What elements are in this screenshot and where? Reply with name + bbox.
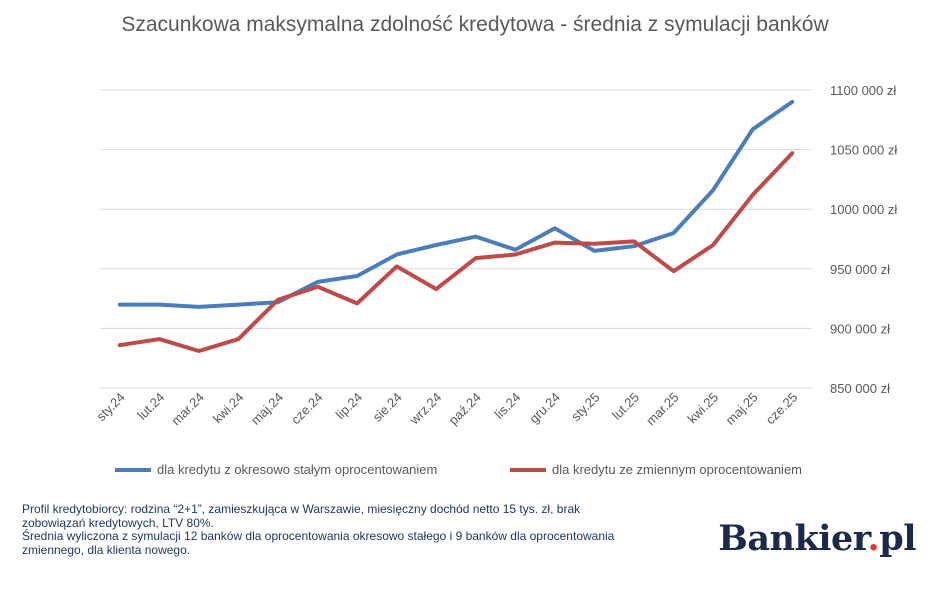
x-tick-label: kwi.24 bbox=[210, 390, 247, 427]
series-line-variable-rate bbox=[117, 151, 795, 353]
x-tick-label: gru.24 bbox=[526, 390, 563, 427]
x-tick-label: maj.24 bbox=[248, 390, 286, 428]
methodology-note: Profil kredytobiorcy: rodzina “2+1”, zam… bbox=[22, 502, 622, 557]
note-line-profile: Profil kredytobiorcy: rodzina “2+1”, zam… bbox=[22, 502, 581, 530]
y-tick-label: 900 000 zł bbox=[830, 321, 890, 336]
legend-swatch-variable bbox=[510, 467, 546, 472]
x-tick-label: lip.24 bbox=[333, 390, 366, 423]
x-tick-label: paź.24 bbox=[446, 390, 484, 428]
legend-label-fixed: dla kredytu z okresowo stałym oprocentow… bbox=[157, 462, 438, 477]
x-tick-label: lut.25 bbox=[609, 390, 642, 423]
x-tick-label: cze.24 bbox=[288, 390, 326, 428]
legend-swatch-fixed bbox=[115, 467, 151, 472]
y-tick-label: 1000 000 zł bbox=[830, 202, 897, 217]
x-axis-ticks: sty.24 lut.24 mar.24 kwi.24 maj.24 cze.24 lip.… bbox=[93, 390, 800, 429]
series-line-fixed-rate bbox=[117, 99, 795, 309]
x-tick-label: kwi.25 bbox=[685, 390, 722, 427]
x-tick-label: maj.25 bbox=[723, 390, 761, 428]
x-tick-label: mar.24 bbox=[168, 390, 207, 429]
x-tick-label: lis.24 bbox=[491, 390, 523, 422]
x-tick-label: cze.25 bbox=[763, 390, 801, 428]
legend-item-fixed-rate: dla kredytu z okresowo stałym oprocentow… bbox=[115, 462, 437, 477]
logo-dot: . bbox=[867, 518, 880, 559]
legend-label-variable: dla kredytu ze zmiennym oprocentowaniem bbox=[552, 462, 803, 477]
logo-text: Bankier bbox=[718, 518, 868, 559]
y-tick-label: 1050 000 zł bbox=[830, 143, 897, 158]
y-axis-ticks: 850 000 zł 900 000 zł 950 000 zł 1000 000 z… bbox=[830, 83, 897, 396]
chart-title: Szacunkowa maksymalna zdolność kredytowa… bbox=[121, 13, 829, 36]
x-tick-label: wrz.24 bbox=[406, 390, 444, 428]
y-tick-label: 950 000 zł bbox=[830, 262, 890, 277]
x-tick-label: sie.24 bbox=[370, 390, 405, 425]
x-tick-label: sty.25 bbox=[568, 390, 602, 424]
bankier-logo[interactable]: Bankier.pl bbox=[718, 518, 916, 559]
x-tick-label: mar.25 bbox=[643, 390, 682, 429]
x-tick-label: sty.24 bbox=[93, 390, 127, 424]
y-tick-label: 1100 000 zł bbox=[830, 83, 896, 98]
legend-item-variable-rate: dla kredytu ze zmiennym oprocentowaniem bbox=[510, 462, 802, 477]
x-tick-label: lut.24 bbox=[134, 390, 167, 423]
note-line-method: Średnia wyliczona z symulacji 12 banków … bbox=[22, 529, 615, 557]
y-tick-label: 850 000 zł bbox=[830, 381, 890, 396]
series-lines bbox=[117, 99, 795, 353]
logo-suffix: pl bbox=[879, 518, 916, 559]
